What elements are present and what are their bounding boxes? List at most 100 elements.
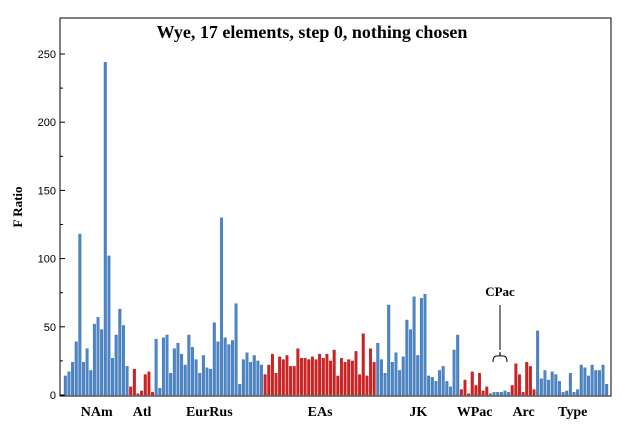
bar (350, 360, 354, 396)
bar (241, 359, 245, 396)
bar (263, 374, 267, 396)
bar (180, 353, 184, 396)
bar (270, 353, 274, 396)
group-label: EAs (308, 405, 333, 420)
bar (521, 392, 525, 396)
bar (507, 392, 511, 396)
bar (445, 381, 449, 396)
group-label: Atl (133, 405, 152, 420)
bar (405, 319, 409, 396)
bar (409, 329, 412, 396)
bar (96, 317, 100, 396)
bar (256, 360, 260, 396)
y-tick-label: 50 (44, 322, 56, 334)
bar (358, 374, 362, 396)
y-tick-label: 0 (50, 390, 56, 402)
y-tick-label: 150 (38, 185, 56, 197)
bar (347, 359, 351, 396)
group-labels: NAm Atl EurRus EAs JK WPac Arc Type (81, 405, 588, 420)
bar (459, 389, 463, 396)
bar (292, 366, 296, 396)
bar (238, 383, 242, 396)
bar (85, 348, 89, 396)
bar (176, 343, 180, 396)
bar (390, 362, 394, 396)
bar (223, 337, 227, 396)
bar (278, 356, 282, 396)
bar (332, 349, 336, 396)
bar (416, 355, 420, 396)
bar (401, 356, 405, 396)
bar (194, 359, 198, 396)
bar (412, 296, 416, 396)
bar (201, 355, 205, 396)
bar (172, 348, 176, 396)
bar (565, 390, 569, 396)
bar (510, 385, 514, 396)
bar (590, 364, 594, 396)
bar (532, 389, 536, 396)
bar (74, 341, 78, 396)
bar (107, 255, 111, 396)
bar (325, 353, 329, 396)
bar (161, 337, 165, 396)
y-axis: 0 50 100 150 200 250 (38, 49, 65, 402)
bar (539, 378, 543, 396)
bar (474, 385, 478, 396)
bar (561, 392, 565, 396)
bar (605, 383, 609, 396)
bar (209, 368, 213, 396)
bar (594, 370, 598, 396)
bar (492, 392, 496, 396)
bar (310, 356, 314, 396)
bar (103, 62, 107, 396)
annotation-label: CPac (485, 284, 515, 299)
bar (467, 393, 471, 396)
y-tick-label: 250 (38, 49, 56, 61)
bar (212, 322, 216, 396)
bar (329, 360, 333, 396)
bar (365, 375, 369, 396)
bar (481, 390, 485, 396)
bar (82, 362, 85, 396)
bar (136, 393, 140, 396)
bar (583, 367, 587, 396)
bar (216, 341, 220, 396)
y-axis-label: F Ratio (10, 186, 25, 227)
bar (496, 392, 500, 396)
bar (557, 381, 561, 396)
bar (274, 373, 278, 396)
bar (343, 362, 347, 396)
bar (260, 364, 263, 396)
bar (601, 364, 605, 396)
bar (89, 370, 93, 396)
bar (111, 358, 115, 396)
bar (92, 323, 96, 396)
bar (151, 392, 154, 396)
bar (547, 379, 551, 396)
bar (568, 373, 572, 396)
bar (499, 392, 503, 396)
bar (525, 362, 529, 396)
bars (63, 62, 609, 396)
bar (249, 362, 253, 396)
bar (205, 367, 209, 396)
y-tick-label: 200 (38, 117, 56, 129)
group-label: NAm (81, 405, 113, 420)
bar (158, 388, 162, 396)
group-label: EurRus (186, 405, 233, 420)
bar (423, 293, 427, 396)
bar (165, 334, 169, 396)
bar (125, 366, 129, 396)
bar (597, 370, 601, 396)
bar (267, 364, 271, 396)
bar (140, 390, 144, 396)
bar (354, 351, 358, 396)
annotations: CPac (485, 284, 515, 363)
bar (307, 359, 311, 396)
bar (187, 334, 191, 396)
bar (528, 366, 532, 396)
bar (383, 373, 387, 396)
bar (143, 374, 147, 396)
